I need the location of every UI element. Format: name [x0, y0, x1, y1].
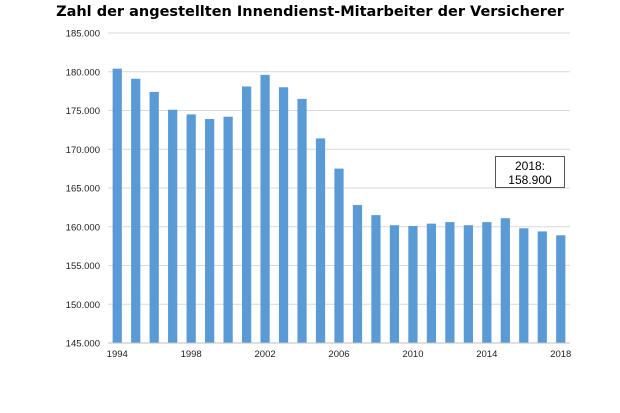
bar-1996 — [149, 91, 159, 344]
chart-title: Zahl der angestellten Innendienst-Mitarb… — [56, 4, 564, 20]
x-axis: 1994 1998 2002 2006 2010 2014 2018 — [107, 342, 571, 360]
bar-2013 — [463, 225, 473, 343]
bar-2018 — [556, 235, 566, 343]
y-tick-label: 175.000 — [66, 106, 100, 117]
annotation-year: 2018: — [514, 159, 546, 173]
bar-2012 — [445, 222, 455, 343]
bar-1998 — [186, 114, 196, 343]
bar-1997 — [168, 109, 178, 343]
x-tick-label: 2018 — [550, 349, 571, 360]
bar-2010 — [408, 225, 418, 343]
y-tick-label: 170.000 — [66, 145, 100, 156]
annotation-value: 158.900 — [508, 173, 552, 187]
bar-2014 — [482, 222, 492, 343]
bar-2000 — [223, 116, 233, 343]
x-tick-label: 1998 — [181, 349, 202, 360]
x-tick-label: 2010 — [402, 349, 423, 360]
x-tick-label: 1994 — [107, 349, 128, 360]
bar-1995 — [131, 78, 141, 343]
bar-2017 — [537, 231, 547, 343]
y-tick-label: 165.000 — [66, 184, 100, 195]
bar-2007 — [352, 205, 363, 343]
x-tick-label: 2014 — [476, 349, 497, 360]
bar-1994 — [112, 68, 122, 344]
y-tick-label: 185.000 — [66, 29, 100, 40]
bar-2002 — [260, 74, 270, 343]
x-tick-label: 2002 — [255, 349, 276, 360]
bar-2005 — [315, 138, 326, 343]
bar-2011 — [426, 223, 437, 343]
x-tick-label: 2006 — [328, 349, 349, 360]
y-tick-label: 150.000 — [66, 300, 100, 311]
y-tick-label: 155.000 — [66, 261, 100, 272]
bar-2015 — [500, 218, 510, 343]
bar-2008 — [371, 215, 381, 343]
y-tick-label: 180.000 — [66, 67, 100, 78]
y-axis: 145.000 150.000 155.000 160.000 165.000 170.0… — [66, 29, 100, 350]
bar-2003 — [278, 87, 289, 343]
annotation-callout: 2018: 158.900 — [495, 156, 565, 188]
y-tick-label: 160.000 — [66, 222, 100, 233]
bar-2009 — [389, 225, 400, 343]
bar-1999 — [205, 119, 215, 344]
bar-2006 — [334, 168, 344, 343]
bar-2016 — [519, 228, 529, 343]
bar-2004 — [297, 98, 307, 343]
bars — [112, 68, 566, 344]
y-tick-label: 145.000 — [66, 339, 100, 350]
bar-2001 — [241, 86, 252, 343]
